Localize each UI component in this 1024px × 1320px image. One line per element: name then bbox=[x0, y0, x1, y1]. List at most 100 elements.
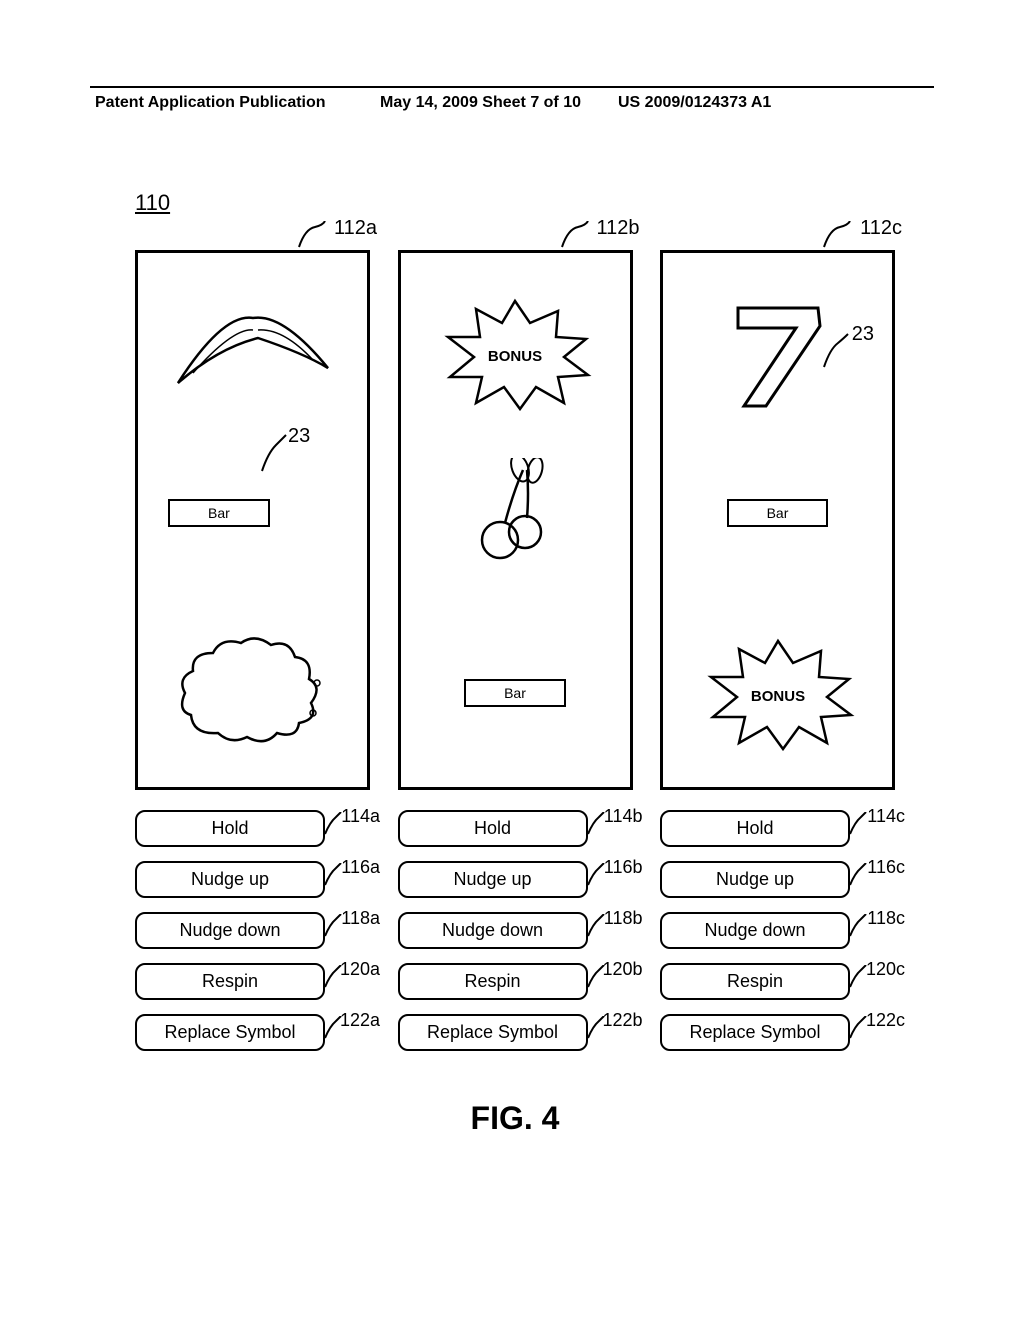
reel-b-symbol-1: BONUS bbox=[401, 273, 630, 433]
leader-hook-icon bbox=[849, 965, 867, 989]
nudge-down-button[interactable]: Nudge down bbox=[398, 912, 588, 949]
leader-hook-icon bbox=[587, 914, 605, 938]
reel-c: 112c 23 Bar BONUS bbox=[660, 250, 895, 790]
leader-hook-icon bbox=[849, 812, 867, 836]
ref-118a: 118a bbox=[341, 908, 380, 929]
svg-text:BONUS: BONUS bbox=[488, 348, 542, 365]
btn-col: Hold 114b bbox=[398, 810, 633, 847]
ref-116c: 116c bbox=[867, 857, 905, 878]
btn-row-replace: Replace Symbol 122a Replace Symbol 122b … bbox=[135, 1014, 895, 1051]
ref-114a: 114a bbox=[341, 806, 380, 827]
svg-text:BONUS: BONUS bbox=[750, 688, 804, 705]
reel-b: 112b BONUS bbox=[398, 250, 633, 790]
btn-col: Nudge up 116a bbox=[135, 861, 370, 898]
header-publication: Patent Application Publication bbox=[95, 94, 326, 112]
leader-hook-icon bbox=[587, 863, 605, 887]
leader-23c-icon bbox=[822, 333, 850, 369]
hold-button[interactable]: Hold bbox=[135, 810, 325, 847]
btn-col: Hold 114c bbox=[660, 810, 895, 847]
ref-110: 110 bbox=[135, 190, 170, 216]
cherries-icon bbox=[465, 458, 565, 568]
hold-button[interactable]: Hold bbox=[660, 810, 850, 847]
ref-120b: 120b bbox=[602, 959, 642, 980]
boomerang-icon bbox=[163, 298, 343, 408]
nudge-up-button[interactable]: Nudge up bbox=[398, 861, 588, 898]
bonus-starburst-icon: BONUS bbox=[430, 293, 600, 413]
cloud-icon bbox=[173, 623, 333, 763]
ref-112c: 112c bbox=[860, 217, 902, 240]
leader-hook-icon bbox=[849, 1016, 867, 1040]
header-pub-number: US 2009/0124373 A1 bbox=[618, 94, 771, 112]
nudge-down-button[interactable]: Nudge down bbox=[660, 912, 850, 949]
reel-a: 112a 23 Bar bbox=[135, 250, 370, 790]
reels-row: 112a 23 Bar bbox=[135, 250, 895, 790]
btn-col: Replace Symbol 122c bbox=[660, 1014, 895, 1051]
bonus-starburst-icon: BONUS bbox=[693, 633, 863, 753]
btn-col: Replace Symbol 122b bbox=[398, 1014, 633, 1051]
figure-caption: FIG. 4 bbox=[135, 1100, 895, 1137]
replace-symbol-button[interactable]: Replace Symbol bbox=[135, 1014, 325, 1051]
btn-col: Nudge up 116b bbox=[398, 861, 633, 898]
leader-hook-icon bbox=[560, 221, 590, 249]
ref-120c: 120c bbox=[866, 959, 905, 980]
ref-118c: 118c bbox=[867, 908, 905, 929]
replace-symbol-button[interactable]: Replace Symbol bbox=[660, 1014, 850, 1051]
btn-col: Nudge down 118c bbox=[660, 912, 895, 949]
leader-hook-icon bbox=[822, 221, 852, 249]
btn-col: Nudge down 118a bbox=[135, 912, 370, 949]
respin-button[interactable]: Respin bbox=[398, 963, 588, 1000]
reel-b-symbol-2 bbox=[401, 453, 630, 573]
reel-a-symbol-1 bbox=[138, 273, 367, 433]
ref-118b: 118b bbox=[604, 908, 643, 929]
bar-symbol-c: Bar bbox=[727, 499, 829, 527]
ref-122a: 122a bbox=[340, 1010, 380, 1031]
reel-b-symbol-3: Bar bbox=[401, 613, 630, 773]
respin-button[interactable]: Respin bbox=[135, 963, 325, 1000]
btn-col: Nudge down 118b bbox=[398, 912, 633, 949]
btn-row-nudgedown: Nudge down 118a Nudge down 118b Nudge do… bbox=[135, 912, 895, 949]
bar-symbol-a: Bar bbox=[168, 499, 270, 527]
patent-page: Patent Application Publication May 14, 2… bbox=[0, 0, 1024, 1320]
btn-col: Respin 120a bbox=[135, 963, 370, 1000]
buttons-area: Hold 114a Hold 114b Hold 114c Nudge up bbox=[135, 810, 895, 1065]
header-rule bbox=[90, 86, 934, 88]
btn-col: Respin 120b bbox=[398, 963, 633, 1000]
hold-button[interactable]: Hold bbox=[398, 810, 588, 847]
ref-122c: 122c bbox=[866, 1010, 905, 1031]
reel-c-symbol-1 bbox=[663, 273, 892, 433]
leader-hook-icon bbox=[587, 812, 605, 836]
btn-row-nudgeup: Nudge up 116a Nudge up 116b Nudge up 116… bbox=[135, 861, 895, 898]
ref-112a: 112a bbox=[334, 217, 377, 240]
ref-23-a: 23 bbox=[288, 425, 310, 448]
bar-symbol-b: Bar bbox=[464, 679, 566, 707]
nudge-up-button[interactable]: Nudge up bbox=[660, 861, 850, 898]
leader-hook-icon bbox=[324, 812, 342, 836]
replace-symbol-button[interactable]: Replace Symbol bbox=[398, 1014, 588, 1051]
ref-112b: 112b bbox=[596, 217, 639, 240]
leader-hook-icon bbox=[849, 914, 867, 938]
ref-116b: 116b bbox=[604, 857, 643, 878]
ref-120a: 120a bbox=[340, 959, 380, 980]
header-date-sheet: May 14, 2009 Sheet 7 of 10 bbox=[380, 94, 581, 112]
reel-c-symbol-3: BONUS bbox=[663, 613, 892, 773]
reel-c-symbol-2: Bar bbox=[663, 453, 892, 573]
leader-hook-icon bbox=[849, 863, 867, 887]
reel-a-symbol-2: Bar bbox=[138, 453, 367, 573]
ref-114c: 114c bbox=[867, 806, 905, 827]
btn-col: Respin 120c bbox=[660, 963, 895, 1000]
ref-122b: 122b bbox=[602, 1010, 642, 1031]
ref-116a: 116a bbox=[341, 857, 380, 878]
reel-a-symbol-3 bbox=[138, 613, 367, 773]
leader-hook-icon bbox=[324, 914, 342, 938]
btn-row-respin: Respin 120a Respin 120b Respin 120c bbox=[135, 963, 895, 1000]
btn-col: Hold 114a bbox=[135, 810, 370, 847]
leader-hook-icon bbox=[297, 221, 327, 249]
nudge-down-button[interactable]: Nudge down bbox=[135, 912, 325, 949]
ref-23-c: 23 bbox=[852, 323, 874, 346]
leader-hook-icon bbox=[324, 863, 342, 887]
respin-button[interactable]: Respin bbox=[660, 963, 850, 1000]
btn-col: Replace Symbol 122a bbox=[135, 1014, 370, 1051]
nudge-up-button[interactable]: Nudge up bbox=[135, 861, 325, 898]
ref-114b: 114b bbox=[604, 806, 643, 827]
btn-row-hold: Hold 114a Hold 114b Hold 114c bbox=[135, 810, 895, 847]
